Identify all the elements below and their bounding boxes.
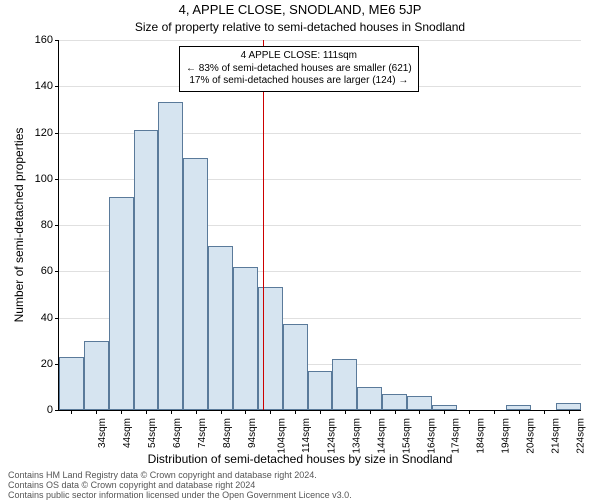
annotation-box: 4 APPLE CLOSE: 111sqm← 83% of semi-detac… xyxy=(179,46,419,92)
x-tick-label: 194sqm xyxy=(501,418,512,454)
y-tick-mark xyxy=(55,410,59,411)
x-tick-label: 114sqm xyxy=(301,418,312,453)
x-tick-mark xyxy=(121,410,122,414)
x-tick-label: 34sqm xyxy=(97,418,108,448)
x-tick-label: 134sqm xyxy=(352,418,363,454)
x-tick-label: 154sqm xyxy=(401,418,412,454)
x-tick-label: 144sqm xyxy=(376,418,387,454)
y-tick-label: 120 xyxy=(35,127,53,139)
histogram-bar xyxy=(283,324,308,410)
y-tick-mark xyxy=(55,225,59,226)
x-tick-mark xyxy=(544,410,545,414)
histogram-bar xyxy=(84,341,109,410)
y-tick-mark xyxy=(55,271,59,272)
histogram-bar xyxy=(59,357,84,410)
x-tick-mark xyxy=(71,410,72,414)
y-tick-label: 60 xyxy=(41,265,53,277)
x-tick-label: 224sqm xyxy=(575,418,586,454)
x-tick-mark xyxy=(221,410,222,414)
y-tick-mark xyxy=(55,133,59,134)
x-tick-label: 54sqm xyxy=(147,418,158,448)
x-tick-label: 44sqm xyxy=(122,418,133,448)
x-tick-mark xyxy=(519,410,520,414)
y-tick-label: 100 xyxy=(35,173,53,185)
x-tick-mark xyxy=(295,410,296,414)
y-tick-label: 20 xyxy=(41,358,53,370)
y-tick-label: 0 xyxy=(47,404,53,416)
y-tick-label: 160 xyxy=(35,34,53,46)
x-tick-mark xyxy=(419,410,420,414)
x-tick-label: 184sqm xyxy=(476,418,487,454)
footer-line-3: Contains public sector information licen… xyxy=(8,490,352,500)
y-tick-mark xyxy=(55,40,59,41)
x-tick-label: 94sqm xyxy=(247,418,258,448)
histogram-bar xyxy=(134,130,159,410)
y-tick-mark xyxy=(55,318,59,319)
x-tick-label: 164sqm xyxy=(426,418,437,454)
annotation-line: ← 83% of semi-detached houses are smalle… xyxy=(186,63,412,76)
footer-line-2: Contains OS data © Crown copyright and d… xyxy=(8,480,255,490)
x-axis-label: Distribution of semi-detached houses by … xyxy=(0,452,600,466)
x-tick-mark xyxy=(370,410,371,414)
histogram-bar xyxy=(158,102,183,410)
y-tick-mark xyxy=(55,86,59,87)
x-tick-label: 84sqm xyxy=(222,418,233,448)
x-tick-mark xyxy=(494,410,495,414)
histogram-bar xyxy=(233,267,258,410)
x-tick-mark xyxy=(171,410,172,414)
y-tick-label: 80 xyxy=(41,219,53,231)
x-tick-label: 74sqm xyxy=(197,418,208,448)
x-tick-mark xyxy=(270,410,271,414)
histogram-bar xyxy=(258,287,283,410)
grid-line xyxy=(59,40,581,41)
x-tick-label: 64sqm xyxy=(172,418,183,448)
histogram-bar xyxy=(556,403,581,410)
y-tick-mark xyxy=(55,179,59,180)
footer-line-1: Contains HM Land Registry data © Crown c… xyxy=(8,470,317,480)
annotation-line: 17% of semi-detached houses are larger (… xyxy=(186,75,412,88)
annotation-line: 4 APPLE CLOSE: 111sqm xyxy=(186,50,412,63)
chart-area: 02040608010012014016034sqm44sqm54sqm64sq… xyxy=(58,40,581,411)
x-tick-mark xyxy=(444,410,445,414)
histogram-bar xyxy=(308,371,333,410)
x-tick-mark xyxy=(96,410,97,414)
histogram-bar xyxy=(183,158,208,410)
x-tick-label: 104sqm xyxy=(277,418,288,454)
y-tick-label: 40 xyxy=(41,312,53,324)
histogram-bar xyxy=(407,396,432,410)
x-tick-label: 174sqm xyxy=(451,418,462,454)
chart-container: 4, APPLE CLOSE, SNODLAND, ME6 5JP Size o… xyxy=(0,0,600,500)
histogram-bar xyxy=(357,387,382,410)
x-tick-mark xyxy=(469,410,470,414)
x-tick-mark xyxy=(569,410,570,414)
x-tick-label: 204sqm xyxy=(526,418,537,454)
x-tick-label: 124sqm xyxy=(327,418,338,454)
x-tick-mark xyxy=(345,410,346,414)
x-tick-mark xyxy=(196,410,197,414)
histogram-bar xyxy=(208,246,233,410)
x-tick-label: 214sqm xyxy=(550,418,561,454)
reference-line xyxy=(263,40,264,410)
y-axis-label: Number of semi-detached properties xyxy=(12,128,26,323)
x-tick-mark xyxy=(320,410,321,414)
histogram-bar xyxy=(332,359,357,410)
y-tick-label: 140 xyxy=(35,80,53,92)
page-title: 4, APPLE CLOSE, SNODLAND, ME6 5JP xyxy=(0,2,600,17)
chart-subtitle: Size of property relative to semi-detach… xyxy=(0,20,600,34)
histogram-bar xyxy=(109,197,134,410)
histogram-bar xyxy=(382,394,407,410)
x-tick-mark xyxy=(146,410,147,414)
x-tick-mark xyxy=(245,410,246,414)
x-tick-mark xyxy=(395,410,396,414)
